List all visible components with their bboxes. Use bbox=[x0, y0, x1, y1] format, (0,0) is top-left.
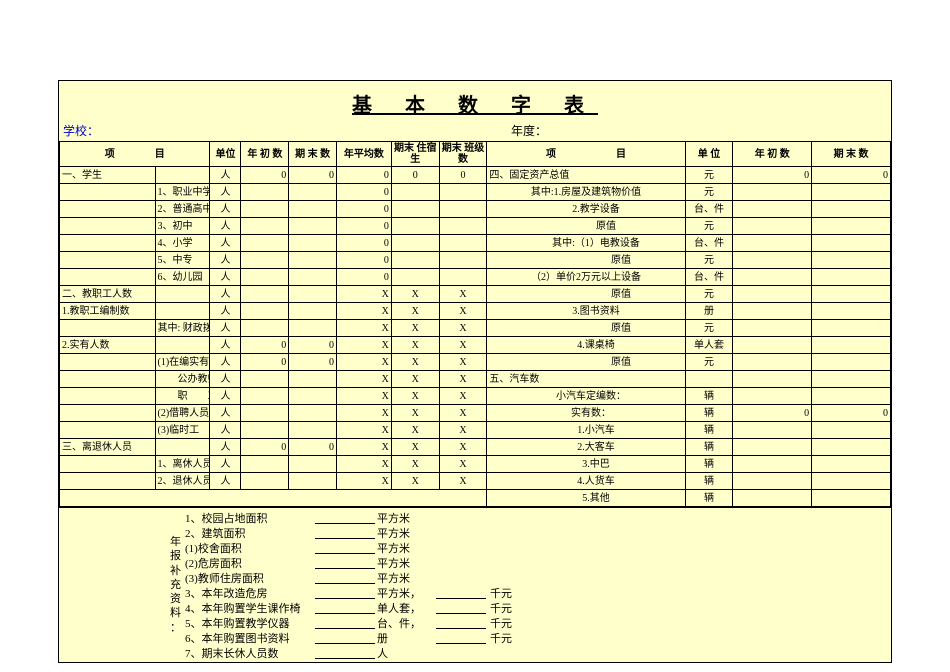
hdr-unit: 单位 bbox=[210, 142, 241, 167]
table-row: (1)在编实有人数人00XXX 原值元 bbox=[60, 354, 891, 371]
supplement-row: 6、本年购置图书资料册千元 bbox=[185, 630, 891, 645]
supplement-vertical-label: 年报补充资料： bbox=[59, 508, 185, 662]
table-row: 2.实有人数人00XXX 4.课桌椅单人套 bbox=[60, 337, 891, 354]
table-row: 6、幼儿园人0（2）单价2万元以上设备台、件 bbox=[60, 269, 891, 286]
supplement-row: 5、本年购置教学仪器台、件，千元 bbox=[185, 615, 891, 630]
supplement-row: 1、校园占地面积平方米 bbox=[185, 510, 891, 525]
school-label: 学校： bbox=[63, 122, 99, 139]
table-row: 3、初中人0 原值元 bbox=[60, 218, 891, 235]
table-row: 4、小学人0 其中:（1）电教设备台、件 bbox=[60, 235, 891, 252]
hdr-item-r: 项 目 bbox=[487, 142, 685, 167]
table-row: 其中: 财政拨款编制数人XXX 原值元 bbox=[60, 320, 891, 337]
table-row: 二、教职工人数人XXX 原值元 bbox=[60, 286, 891, 303]
hdr-yend-r: 期 末 数 bbox=[812, 142, 891, 167]
supplement-row: (3)教师住房面积平方米 bbox=[185, 570, 891, 585]
table-row: (3)临时工人XXX 1.小汽车辆 bbox=[60, 422, 891, 439]
hdr-item-l: 项 目 bbox=[60, 142, 210, 167]
supplement-row: 2、建筑面积平方米 bbox=[185, 525, 891, 540]
form-title: 基 本 数 字 表 bbox=[59, 81, 891, 122]
hdr-yend: 期 末 数 bbox=[289, 142, 337, 167]
main-table: 项 目 单位 年 初 数 期 末 数 年平均数 期末 住宿 生 期末 班级 数 … bbox=[59, 141, 891, 507]
table-row: (2)借聘人员人XXX 实有数：辆00 bbox=[60, 405, 891, 422]
year-label: 年度： bbox=[511, 122, 547, 139]
supplement-row: (1)校舍面积平方米 bbox=[185, 540, 891, 555]
table-row: 2、普通高中人0 2.教学设备台、件 bbox=[60, 201, 891, 218]
table-row: 5、中专人0 原值元 bbox=[60, 252, 891, 269]
hdr-board: 期末 住宿 生 bbox=[391, 142, 439, 167]
table-row: 公办教师人XXX五、汽车数 bbox=[60, 371, 891, 388]
table-row: 1.教职工编制数人XXX 3.图书资料册 bbox=[60, 303, 891, 320]
table-row: 一、学生人00000四、固定资产总值元00 bbox=[60, 167, 891, 184]
supplement-row: (2)危房面积平方米 bbox=[185, 555, 891, 570]
hdr-unit-r: 单 位 bbox=[685, 142, 733, 167]
supplement-row: 3、本年改造危房平方米，千元 bbox=[185, 585, 891, 600]
supplement-section: 年报补充资料： 1、校园占地面积平方米2、建筑面积平方米(1)校舍面积平方米(2… bbox=[59, 507, 891, 662]
hdr-classes: 期末 班级 数 bbox=[439, 142, 487, 167]
table-row: 1、离休人员人XXX 3.中巴辆 bbox=[60, 456, 891, 473]
meta-row: 学校： 年度： bbox=[59, 122, 891, 141]
spreadsheet-form: 基 本 数 字 表 学校： 年度： 项 目 单位 年 初 数 期 末 数 年平均… bbox=[58, 80, 892, 663]
hdr-yavg: 年平均数 bbox=[336, 142, 391, 167]
table-row: 1、职业中学人0其中:1.房屋及建筑物价值元 bbox=[60, 184, 891, 201]
table-row: 职 工人XXX 小汽车定编数：辆 bbox=[60, 388, 891, 405]
supplement-row: 7、期末长休人员数人 bbox=[185, 645, 891, 660]
supplement-body: 1、校园占地面积平方米2、建筑面积平方米(1)校舍面积平方米(2)危房面积平方米… bbox=[185, 508, 891, 662]
table-row: 5.其他辆 bbox=[60, 490, 891, 507]
hdr-ybeg: 年 初 数 bbox=[241, 142, 289, 167]
hdr-ybeg-r: 年 初 数 bbox=[733, 142, 812, 167]
table-row: 三、离退休人员人00XXX 2.大客车辆 bbox=[60, 439, 891, 456]
supplement-row: 4、本年购置学生课作椅单人套，千元 bbox=[185, 600, 891, 615]
table-row: 2、退休人员人XXX 4.人货车辆 bbox=[60, 473, 891, 490]
